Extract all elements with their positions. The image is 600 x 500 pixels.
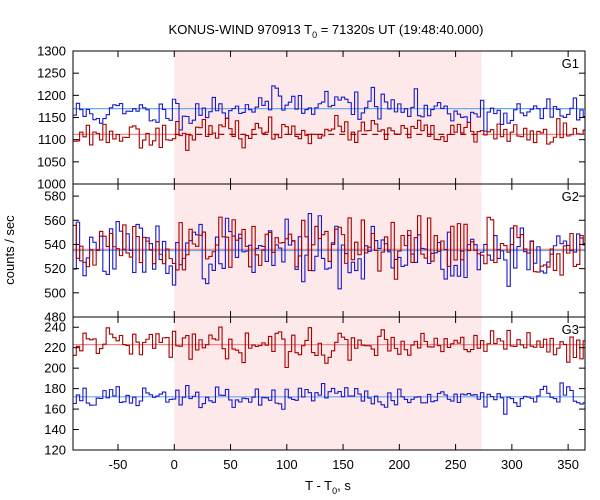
burst-interval-shade bbox=[174, 51, 482, 184]
y-tick-label: 1050 bbox=[37, 154, 66, 169]
panel-label: G1 bbox=[562, 56, 579, 71]
y-axis-label: counts / sec bbox=[2, 215, 17, 285]
panel-g1: 1000 1050 1100 1150 1200 1250 1300 G1 bbox=[37, 44, 586, 192]
x-tick-label: 150 bbox=[332, 457, 354, 472]
y-tick-label: 580 bbox=[44, 189, 66, 204]
y-tick-label: 1250 bbox=[37, 66, 66, 81]
x-tick-label: 250 bbox=[445, 457, 467, 472]
series-step-line bbox=[73, 215, 585, 280]
y-tick-label: 540 bbox=[44, 237, 66, 252]
panel-g2: 480 500 520 540 560 580 G2 bbox=[44, 183, 586, 325]
panels-layer: 1000105011001150120012501300G14805005205… bbox=[37, 44, 586, 472]
y-tick-label: 560 bbox=[44, 213, 66, 228]
series-step-line bbox=[73, 326, 585, 369]
x-tick-label: 200 bbox=[388, 457, 410, 472]
y-tick-label: 200 bbox=[44, 361, 66, 376]
series-step-line bbox=[73, 114, 585, 151]
panel-label: G3 bbox=[562, 322, 579, 337]
burst-interval-shade bbox=[174, 317, 482, 450]
x-tick-label: 50 bbox=[223, 457, 237, 472]
y-tick-label: 1150 bbox=[38, 110, 66, 125]
x-tick-label: 100 bbox=[276, 457, 298, 472]
panel-g3: 120 140 160 180 200 220 240 G3 bbox=[44, 316, 586, 458]
panel-frame bbox=[72, 316, 586, 451]
x-tick-label: 300 bbox=[501, 457, 523, 472]
y-tick-label: 520 bbox=[44, 261, 66, 276]
y-tick-label: 500 bbox=[44, 285, 66, 300]
y-tick-label: 180 bbox=[44, 381, 66, 396]
y-tick-label: 220 bbox=[44, 340, 66, 355]
x-tick-label: -50 bbox=[109, 457, 128, 472]
series-step-line bbox=[73, 85, 585, 132]
y-tick-label: 160 bbox=[44, 402, 66, 417]
y-tick-label: 1300 bbox=[37, 44, 66, 59]
y-tick-label: 120 bbox=[44, 443, 66, 458]
y-tick-label: 1100 bbox=[38, 132, 66, 147]
x-axis-label: T - T0, s bbox=[305, 478, 351, 496]
y-tick-label: 1000 bbox=[37, 177, 66, 192]
x-tick-label: 0 bbox=[171, 457, 178, 472]
x-tick-label: 350 bbox=[557, 457, 579, 472]
chart-title: KONUS-WIND 970913 T0 = 71320s UT (19:48:… bbox=[169, 22, 484, 40]
y-tick-label: 240 bbox=[44, 320, 66, 335]
panel-label: G2 bbox=[562, 189, 579, 204]
y-tick-label: 1200 bbox=[37, 88, 66, 103]
y-tick-label: 140 bbox=[44, 422, 66, 437]
series-step-line bbox=[73, 382, 585, 415]
y-tick-label: 480 bbox=[44, 310, 66, 325]
